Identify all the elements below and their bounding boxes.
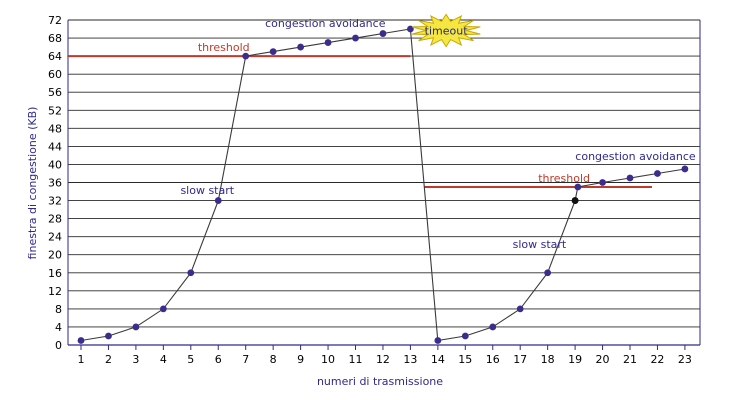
y-tick-label: 44: [48, 140, 62, 153]
data-point: [461, 332, 469, 340]
x-tick-label: 17: [513, 353, 527, 366]
data-points: [77, 25, 689, 344]
x-tick-label: 3: [132, 353, 139, 366]
data-point: [516, 305, 524, 313]
timeout-label: timeout: [425, 25, 469, 38]
y-tick-label: 48: [48, 122, 62, 135]
data-point: [214, 197, 222, 204]
timeout-burst-shape: [411, 13, 481, 48]
y-axis-label: finestra di congestione (KB): [26, 107, 39, 260]
y-tick-label: 8: [55, 303, 62, 316]
data-point: [242, 52, 250, 60]
y-tick-label: 32: [48, 195, 62, 208]
y-tick-label: 40: [48, 158, 62, 171]
threshold-label: threshold: [538, 172, 590, 185]
annotation-label: slow start: [513, 238, 567, 251]
annotation-label: congestion avoidance: [575, 150, 696, 163]
data-point: [132, 323, 140, 331]
y-tick-label: 60: [48, 68, 62, 81]
x-tick-label: 6: [215, 353, 222, 366]
data-point: [599, 179, 606, 186]
annotation-label: congestion avoidance: [265, 17, 386, 30]
series-polyline: [80, 28, 685, 342]
x-tick-label: 20: [596, 353, 610, 366]
y-tick-label: 4: [55, 321, 62, 334]
data-point: [77, 337, 85, 344]
y-tick-label: 56: [48, 86, 62, 99]
x-tick-label: 4: [160, 353, 167, 366]
data-point: [626, 174, 634, 182]
x-tick-label: 16: [486, 353, 500, 366]
data-point: [187, 269, 195, 277]
data-point: [352, 34, 359, 42]
y-tick-label: 0: [55, 339, 62, 352]
y-tick-label: 36: [48, 177, 62, 190]
data-point: [269, 48, 277, 55]
x-tick-label: 9: [297, 353, 304, 366]
x-tick-label: 15: [458, 353, 472, 366]
x-tick-label: 21: [623, 353, 637, 366]
series-line: [80, 28, 685, 342]
data-point: [379, 30, 387, 37]
data-point: [297, 43, 304, 51]
y-tick-label: 64: [48, 50, 62, 63]
y-tick-label: 72: [48, 14, 62, 27]
y-tick-label: 28: [48, 213, 62, 226]
data-point: [654, 170, 661, 177]
highlight-point: [571, 197, 579, 204]
x-tick-label: 13: [403, 353, 417, 366]
y-tick-label: 20: [48, 249, 62, 262]
x-tick-label: 2: [105, 353, 112, 366]
x-tick-label: 12: [376, 353, 390, 366]
threshold-lines: threshold threshold: [67, 41, 652, 189]
data-point: [574, 183, 582, 191]
data-point: [681, 165, 689, 173]
data-point: [434, 337, 442, 344]
x-tick-label: 5: [187, 353, 194, 366]
data-point: [159, 305, 167, 313]
x-tick-label: 18: [541, 353, 555, 366]
annotations: congestion avoidance slow start slow start…: [180, 17, 695, 251]
y-tick-label: 52: [48, 104, 62, 117]
data-point: [544, 269, 552, 277]
data-point: [489, 323, 497, 331]
x-tick-label: 1: [78, 353, 85, 366]
x-tick-label: 8: [270, 353, 277, 366]
y-tick-label: 24: [48, 231, 62, 244]
y-tick-label: 68: [48, 32, 62, 45]
grid-lines: [67, 19, 701, 346]
x-tick-label: 14: [431, 353, 445, 366]
x-tick-label: 11: [349, 353, 363, 366]
x-axis-label: numeri di trasmissione: [317, 375, 443, 388]
threshold-label: threshold: [198, 41, 250, 54]
y-tick-label: 16: [48, 267, 62, 280]
data-point: [105, 332, 112, 340]
annotation-label: slow start: [180, 184, 234, 197]
x-tick-label: 7: [242, 353, 249, 366]
data-point: [324, 39, 332, 46]
x-tick-label: 23: [678, 353, 692, 366]
x-tick-label: 22: [650, 353, 664, 366]
x-tick-label: 10: [321, 353, 335, 366]
x-axis-ticks: 1 2 3 4 5 6 7 8 9 10 11 12 13 14 15 16 17 18 19 20 21 22 23: [78, 345, 692, 366]
x-tick-label: 19: [568, 353, 582, 366]
y-tick-label: 12: [48, 285, 62, 298]
timeout-burst: timeout: [411, 13, 481, 48]
